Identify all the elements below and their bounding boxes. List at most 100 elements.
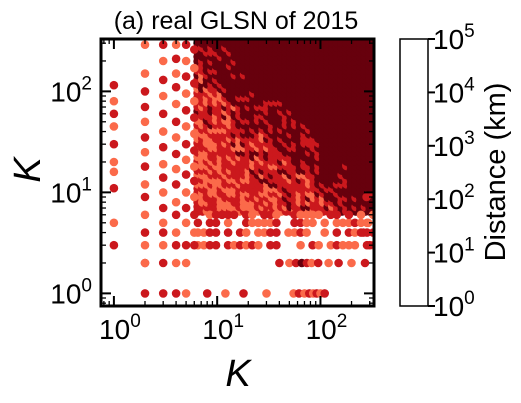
heat-point	[332, 240, 342, 250]
heat-point	[229, 210, 239, 220]
heat-point	[247, 240, 257, 250]
data-point	[158, 40, 168, 49]
data-point	[221, 289, 230, 298]
data-point	[190, 113, 199, 122]
data-point	[262, 289, 271, 298]
heat-point	[296, 210, 305, 220]
data-point	[171, 258, 181, 268]
data-point	[158, 91, 168, 101]
data-point	[158, 142, 168, 152]
data-point	[190, 228, 199, 237]
chart-title: (a) real GLSN of 2015	[114, 7, 359, 35]
heat-point	[199, 228, 209, 237]
data-point	[190, 210, 199, 220]
y-axis-label: K	[7, 156, 49, 183]
data-point	[181, 106, 191, 115]
data-point	[140, 133, 150, 142]
heat-point	[338, 218, 348, 228]
data-point	[140, 240, 150, 250]
data-point	[181, 56, 191, 66]
data-point	[181, 139, 191, 149]
heat-point	[272, 218, 281, 228]
heat-point	[290, 218, 299, 228]
data-point	[158, 289, 168, 298]
data-point	[109, 240, 119, 250]
data-point	[171, 133, 181, 142]
data-point	[181, 122, 191, 131]
colorbar-tick-label: 101	[433, 235, 475, 269]
heat-point	[205, 218, 215, 228]
data-point	[140, 258, 150, 268]
data-point	[171, 117, 181, 127]
heat-point	[193, 218, 203, 228]
heat-point	[229, 240, 239, 250]
heat-point	[308, 210, 317, 220]
heat-point	[266, 210, 275, 220]
heat-point	[344, 210, 354, 220]
heat-point	[260, 210, 269, 220]
heat-point	[241, 210, 251, 220]
heat-point	[356, 218, 366, 228]
heat-point	[332, 228, 342, 237]
data-point	[158, 218, 168, 228]
heat-point	[296, 240, 305, 250]
heat-point	[326, 240, 336, 250]
heat-point	[211, 210, 221, 220]
plot-frame	[99, 37, 376, 308]
data-point	[158, 188, 168, 197]
heat-point	[356, 210, 366, 220]
data-point	[334, 258, 343, 268]
data-point	[109, 96, 119, 106]
heat-point	[320, 228, 330, 237]
data-point	[109, 218, 119, 228]
colorbar-tick-label: 105	[433, 21, 475, 55]
data-point	[181, 188, 191, 197]
data-point	[181, 89, 191, 98]
data-point	[181, 40, 191, 49]
heat-point	[314, 240, 324, 250]
data-point	[140, 69, 150, 78]
data-point	[190, 79, 199, 88]
data-point	[158, 127, 168, 136]
heat-point	[308, 218, 317, 228]
tick-labels: 100 101 102 100 101 102	[50, 73, 347, 345]
data-point	[285, 258, 294, 268]
heat-point	[211, 228, 221, 237]
heat-point	[272, 210, 281, 220]
heat-point	[296, 218, 305, 228]
data-point	[171, 82, 181, 92]
data-point	[190, 96, 199, 106]
data-point	[109, 109, 119, 119]
data-point	[307, 258, 316, 268]
data-point	[190, 146, 199, 155]
heat-point	[296, 228, 305, 237]
data-point	[313, 258, 323, 268]
x-tick-label: 102	[306, 311, 348, 345]
data-point	[362, 192, 371, 202]
heat-point	[308, 240, 317, 250]
data-point	[140, 162, 150, 171]
colorbar: 100 101 102 103 104 105 Distance (km)	[399, 21, 512, 322]
data-point	[171, 289, 181, 298]
heat-point	[253, 228, 263, 237]
data-point	[360, 258, 370, 268]
data-point	[158, 159, 168, 169]
data-point	[171, 197, 181, 207]
heat-point	[247, 218, 257, 228]
heat-point	[241, 240, 251, 250]
data-point	[140, 102, 150, 112]
data-point	[140, 147, 150, 157]
data-point	[320, 289, 330, 298]
data-point	[109, 80, 119, 90]
heat-point	[350, 228, 360, 237]
data-point	[109, 139, 119, 149]
heat-point	[205, 240, 215, 250]
heat-point	[272, 240, 281, 250]
heat-point	[332, 218, 342, 228]
data-point	[158, 75, 168, 85]
data-point	[181, 203, 191, 213]
heat-point	[217, 210, 227, 220]
data-point	[275, 258, 284, 268]
heat-point	[253, 240, 263, 250]
heat-point	[320, 218, 330, 228]
